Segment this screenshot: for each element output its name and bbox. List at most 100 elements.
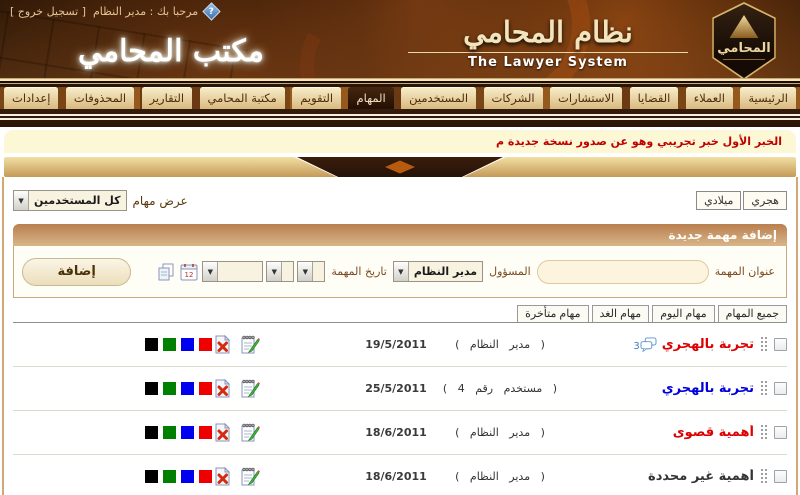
filter-today-tasks[interactable]: مهام اليوم — [652, 305, 715, 322]
chevron-down-icon[interactable]: ▼ — [298, 262, 314, 281]
edit-icon[interactable] — [239, 422, 260, 443]
logout-link[interactable]: [ تسجيل خروج ] — [10, 5, 86, 18]
brand-block: نظام المحامي The Lawyer System — [408, 15, 688, 70]
table-row: أهمية قصوى ( مدير النظام ) 18/6/2011 — [13, 411, 787, 455]
filter-tomorrow-tasks[interactable]: مهام الغد — [591, 305, 650, 322]
help-icon[interactable]: ? — [202, 2, 221, 21]
priority-color-swatch[interactable] — [181, 338, 194, 351]
tab-settings[interactable]: إعدادات — [4, 87, 59, 109]
copy-icon[interactable] — [157, 263, 175, 281]
priority-color-swatch[interactable] — [199, 338, 212, 351]
header-divider — [0, 78, 800, 87]
priority-color-swatch[interactable] — [145, 470, 158, 483]
priority-color-swatch[interactable] — [163, 426, 176, 439]
filter-all-tasks[interactable]: جميع المهام — [717, 305, 787, 322]
priority-color-swatch[interactable] — [181, 426, 194, 439]
task-checkbox[interactable] — [774, 426, 787, 439]
gregorian-toggle-button[interactable]: ميلادي — [696, 191, 742, 210]
task-title-label: عنوان المهمة — [714, 265, 775, 278]
welcome-text: مرحبا بك : مدير النظام — [92, 5, 199, 18]
chevron-down-icon[interactable]: ▼ — [203, 262, 219, 281]
priority-color-swatch[interactable] — [145, 426, 158, 439]
priority-color-swatch[interactable] — [199, 426, 212, 439]
responsible-value: مدير النظام — [413, 265, 478, 278]
responsible-select[interactable]: مدير النظام ▼ — [392, 261, 484, 282]
filter-late-tasks[interactable]: مهام متأخرة — [517, 305, 589, 322]
task-title[interactable]: تجربة بالهجري — [661, 337, 754, 352]
task-responsible: ( مدير النظام ) — [455, 426, 545, 439]
priority-color-swatch[interactable] — [145, 382, 158, 395]
priority-swatches — [145, 338, 212, 351]
tab-consultations[interactable]: الاستشارات — [550, 87, 623, 109]
task-title[interactable]: أهمية قصوى — [672, 425, 754, 440]
edit-icon[interactable] — [239, 378, 260, 399]
priority-color-swatch[interactable] — [199, 470, 212, 483]
content-area: هجري ميلادي عرض مهام كل المستخدمين ▼ إضا… — [2, 177, 798, 495]
priority-color-swatch[interactable] — [163, 470, 176, 483]
tab-calendar[interactable]: التقويم — [292, 87, 342, 109]
hijri-toggle-button[interactable]: هجري — [743, 191, 787, 210]
tab-reports[interactable]: التقارير — [141, 87, 193, 109]
tab-users[interactable]: المستخدمين — [401, 87, 477, 109]
priority-color-swatch[interactable] — [181, 382, 194, 395]
comments-icon — [640, 337, 657, 352]
task-date: 19/5/2011 — [365, 338, 427, 351]
app-title-english: The Lawyer System — [408, 52, 688, 70]
chevron-down-icon[interactable]: ▼ — [14, 191, 29, 210]
drag-handle-icon[interactable] — [760, 336, 768, 353]
task-checkbox[interactable] — [774, 338, 787, 351]
tab-deleted[interactable]: المحذوفات — [65, 87, 135, 109]
logo-divider — [723, 59, 765, 60]
priority-swatches — [145, 470, 212, 483]
priority-color-swatch[interactable] — [163, 338, 176, 351]
tab-cases[interactable]: القضايا — [629, 87, 679, 109]
task-responsible: ( مستخدم رقم 4 ) — [442, 382, 558, 395]
edit-icon[interactable] — [239, 466, 260, 487]
task-date-label: تاريخ المهمة — [331, 265, 387, 278]
tab-clients[interactable]: العملاء — [685, 87, 733, 109]
priority-swatches — [145, 426, 212, 439]
tab-tasks[interactable]: المهام — [348, 87, 394, 109]
task-title[interactable]: تجربة بالهجري — [661, 381, 754, 396]
edit-icon[interactable] — [239, 334, 260, 355]
priority-color-swatch[interactable] — [163, 382, 176, 395]
tab-library[interactable]: مكتبة المحامي — [199, 87, 285, 109]
task-checkbox[interactable] — [774, 382, 787, 395]
drag-handle-icon[interactable] — [760, 468, 768, 485]
add-task-section-title: إضافة مهمة جديدة — [13, 224, 787, 246]
logo-cone-icon — [729, 15, 759, 38]
calendar-icon[interactable]: 12 — [180, 263, 198, 281]
user-filter-group: عرض مهام كل المستخدمين ▼ — [13, 190, 188, 211]
tab-companies[interactable]: الشركات — [483, 87, 543, 109]
comments-indicator[interactable]: 3 — [633, 337, 657, 352]
priority-color-swatch[interactable] — [199, 382, 212, 395]
add-task-button[interactable]: إضافة — [22, 257, 132, 286]
drag-handle-icon[interactable] — [760, 424, 768, 441]
chevron-down-icon[interactable]: ▼ — [267, 262, 283, 281]
chevron-down-icon[interactable]: ▼ — [393, 262, 409, 281]
delete-icon[interactable] — [212, 466, 233, 487]
date-year-select[interactable]: ▼ — [202, 261, 264, 282]
priority-color-swatch[interactable] — [145, 338, 158, 351]
delete-icon[interactable] — [212, 422, 233, 443]
delete-icon[interactable] — [212, 334, 233, 355]
task-checkbox[interactable] — [774, 470, 787, 483]
task-date: 25/5/2011 — [365, 382, 427, 395]
drag-handle-icon[interactable] — [760, 380, 768, 397]
nav-underband — [0, 109, 800, 127]
task-title-input[interactable] — [536, 259, 709, 284]
divider-diamond-icon — [385, 160, 415, 174]
date-month-select[interactable]: ▼ — [266, 261, 295, 282]
task-title[interactable]: أهمية غير محددة — [648, 469, 754, 484]
date-day-select[interactable]: ▼ — [297, 261, 326, 282]
tab-home[interactable]: الرئيسية — [740, 87, 796, 109]
delete-icon[interactable] — [212, 378, 233, 399]
decorative-stripes — [0, 114, 800, 120]
task-responsible: ( مدير النظام ) — [455, 338, 545, 351]
table-row: تجربة بالهجري 3 ( مدير النظام ) 19/5/201… — [13, 323, 787, 367]
priority-swatches — [145, 382, 212, 395]
user-filter-select[interactable]: كل المستخدمين ▼ — [13, 190, 127, 211]
add-task-form: عنوان المهمة المسؤول مدير النظام ▼ تاريخ… — [13, 246, 787, 298]
priority-color-swatch[interactable] — [181, 470, 194, 483]
user-filter-value: كل المستخدمين — [34, 194, 121, 207]
